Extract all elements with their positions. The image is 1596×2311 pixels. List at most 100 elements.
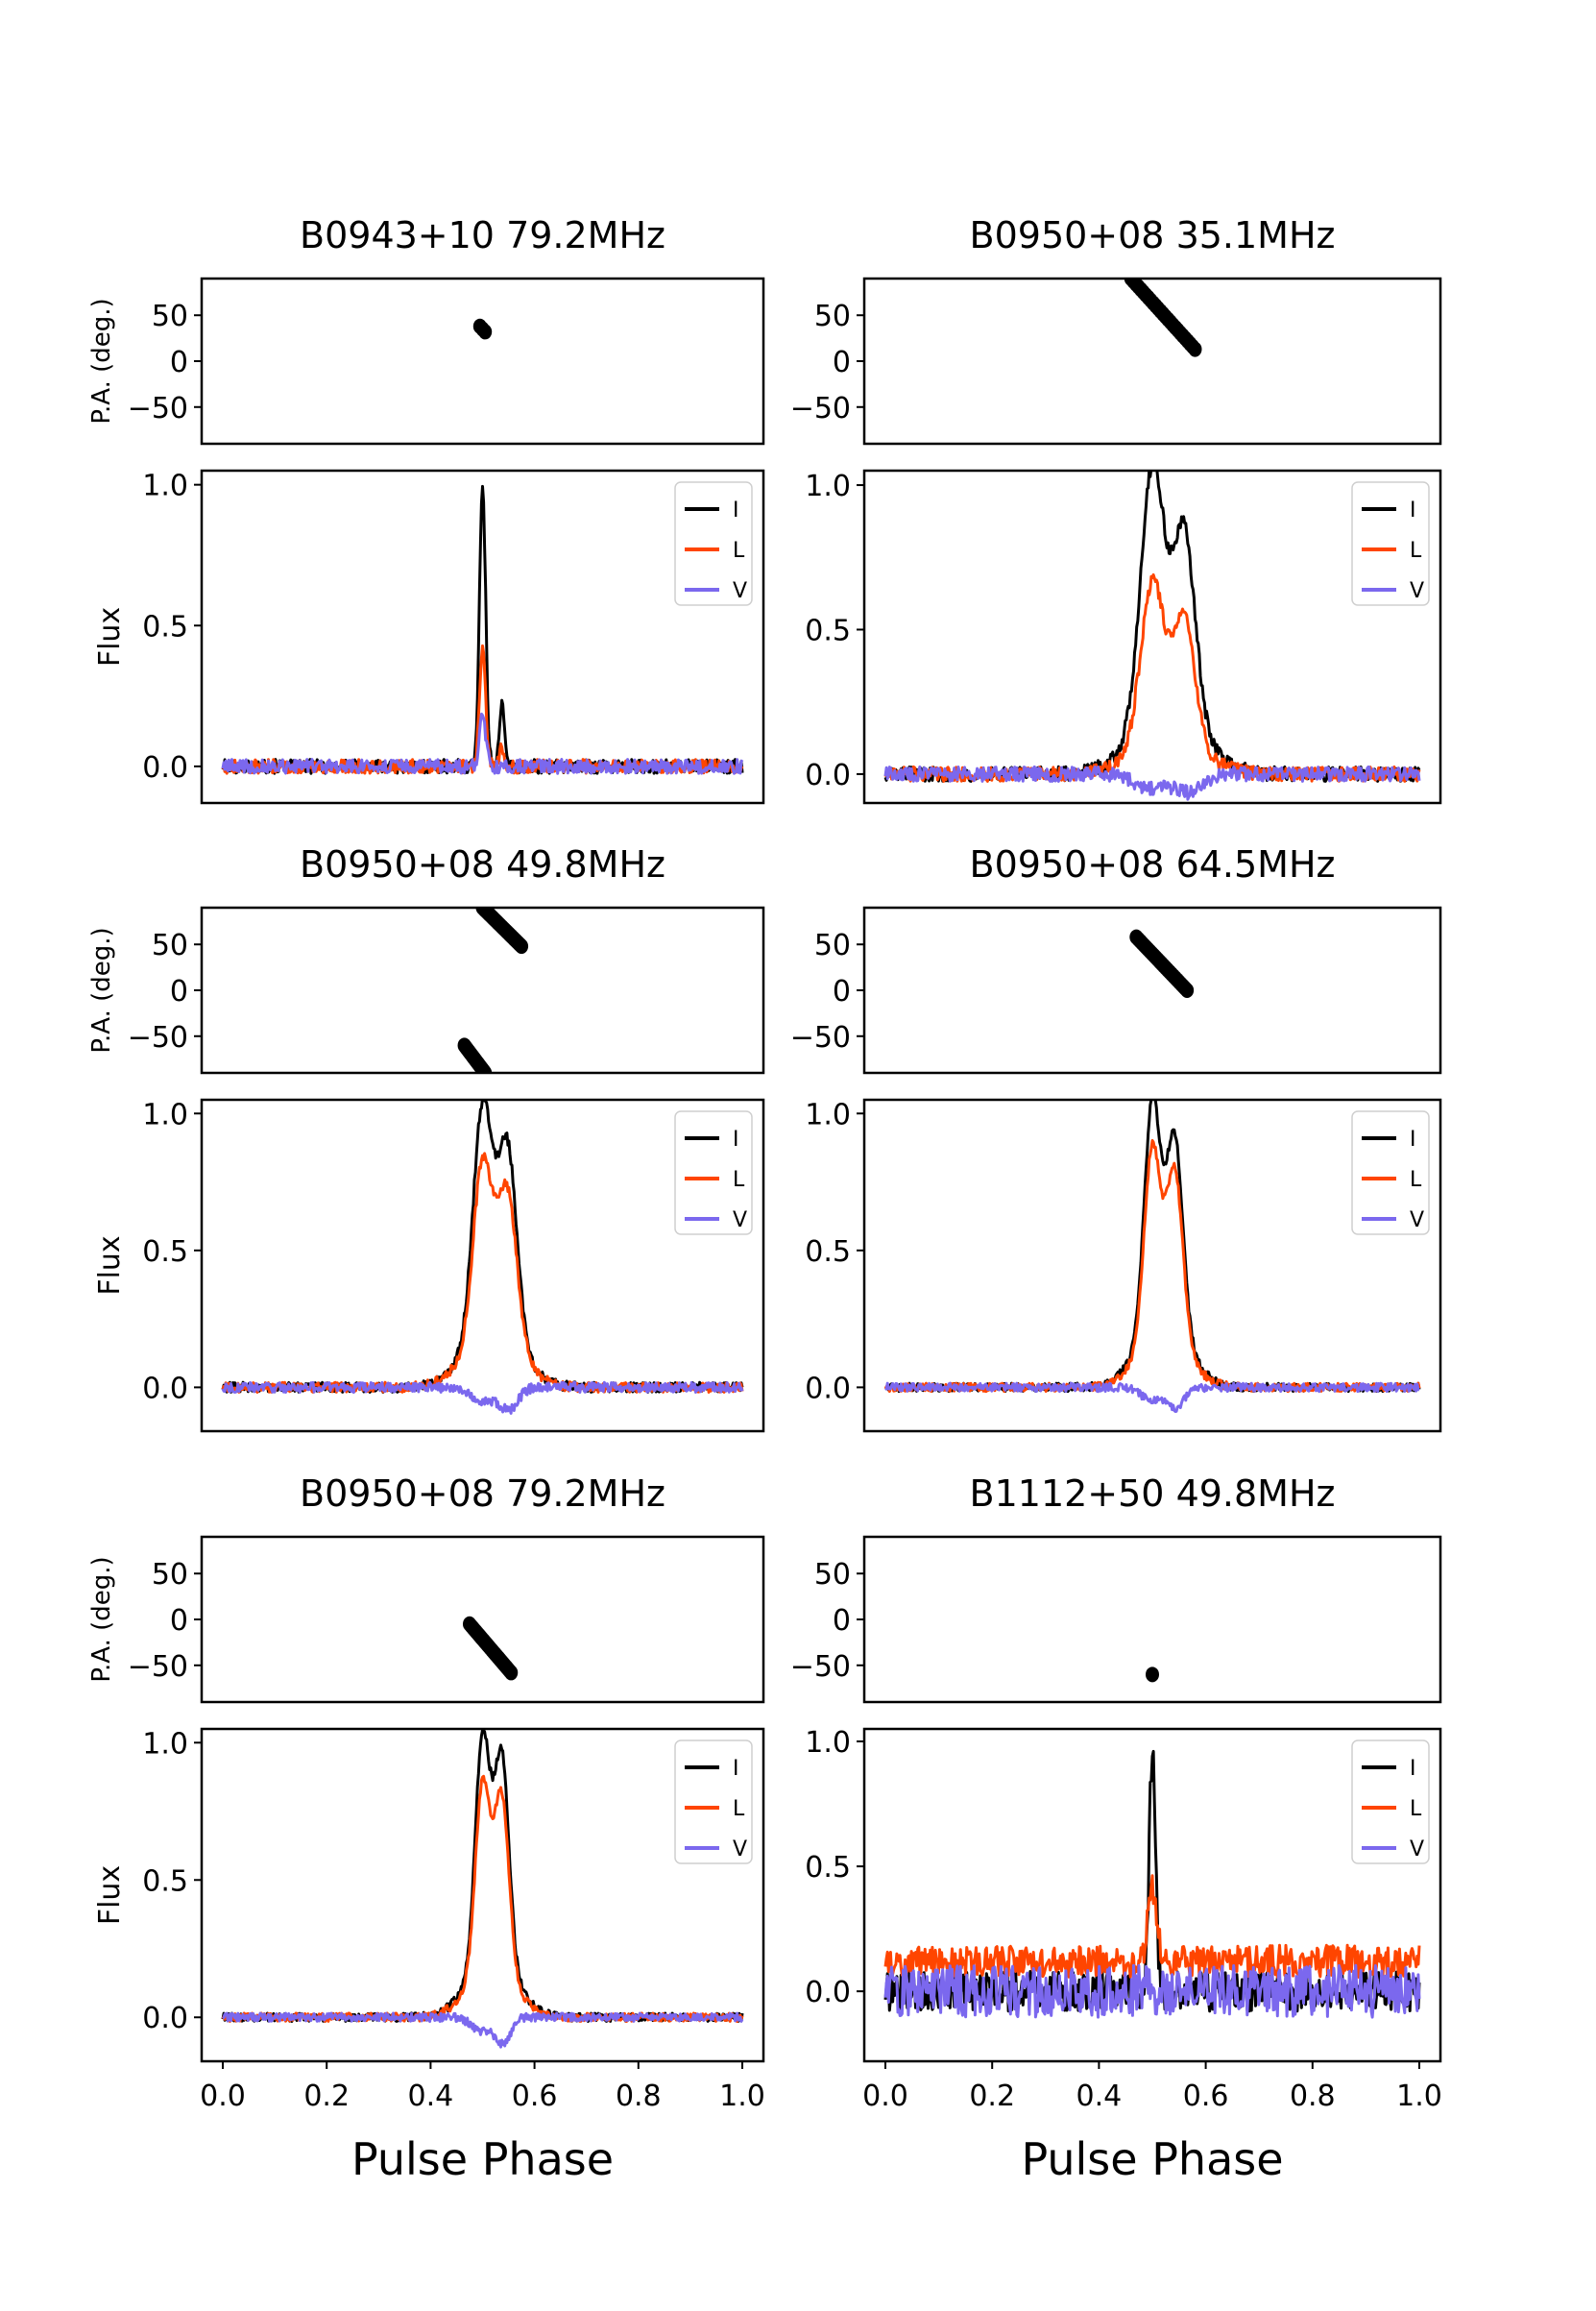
pa-ytick-label: −50 bbox=[128, 1650, 188, 1684]
legend-label-L: L bbox=[1410, 1168, 1422, 1192]
flux-frame bbox=[200, 1727, 765, 2063]
pa-ytick-label: 0 bbox=[170, 346, 188, 379]
flux-ytick-label: 0.0 bbox=[142, 1372, 188, 1405]
legend-label-V: V bbox=[1410, 579, 1424, 603]
xtick-label: 0.2 bbox=[969, 2080, 1015, 2113]
series-V bbox=[884, 1381, 1420, 1413]
xtick-label: 1.0 bbox=[719, 2080, 765, 2113]
legend: ILV bbox=[674, 1110, 753, 1235]
flux-ytick-label: 0.0 bbox=[142, 2002, 188, 2035]
flux-ytick-label: 1.0 bbox=[142, 1727, 188, 1761]
pa-data bbox=[1124, 279, 1202, 357]
pa-ytick-label: 0 bbox=[170, 1604, 188, 1638]
panel-4: B0950+08 64.5MHz 50 0 −50 1.0 0.5 0.0 ILV bbox=[790, 843, 1442, 1433]
panel-title: B0950+08 79.2MHz bbox=[300, 1472, 665, 1515]
legend: ILV bbox=[674, 1739, 753, 1864]
flux-ylabel: Flux bbox=[93, 1865, 127, 1925]
flux-ytick-label: 0.0 bbox=[142, 751, 188, 785]
series-I bbox=[221, 1100, 744, 1394]
legend-label-V: V bbox=[1410, 1208, 1424, 1232]
flux-ytick-label: 1.0 bbox=[142, 470, 188, 503]
legend-box bbox=[1351, 1739, 1430, 1864]
legend-label-V: V bbox=[1410, 1837, 1424, 1861]
series-V bbox=[222, 2011, 744, 2049]
panel-title: B1112+50 49.8MHz bbox=[970, 1472, 1336, 1515]
legend-label-L: L bbox=[733, 539, 745, 563]
series-I bbox=[221, 1729, 744, 2023]
xtick-label: 0.6 bbox=[512, 2080, 558, 2113]
flux-axes: 1.0 0.5 0.0 Flux ILV 0.0 0.2 0.4 0.6 0.8 1.0 Pulse … bbox=[93, 1727, 765, 2185]
legend: ILV bbox=[674, 481, 753, 606]
flux-frame bbox=[200, 1098, 765, 1433]
series-L bbox=[221, 1774, 744, 2023]
series-V bbox=[883, 765, 1421, 801]
panel-2: B0950+08 35.1MHz 50 0 −50 1.0 0.5 0.0 ILV bbox=[790, 214, 1442, 805]
series-L bbox=[221, 644, 744, 775]
flux-ylabel: Flux bbox=[93, 607, 127, 667]
xtick-label: 0.4 bbox=[408, 2080, 454, 2113]
pa-axes: 50 0 −50 P.A. (deg.) bbox=[87, 1535, 765, 1704]
flux-axes: 1.0 0.5 0.0 ILV 0.0 0.2 0.4 0.6 0.8 1.0 Pulse Phas… bbox=[805, 1726, 1442, 2185]
pa-data bbox=[1146, 1666, 1159, 1683]
pa-point bbox=[504, 1665, 519, 1681]
panel-title: B0950+08 49.8MHz bbox=[300, 843, 665, 886]
xtick-label: 1.0 bbox=[1396, 2080, 1442, 2113]
pa-ytick-label: 0 bbox=[170, 975, 188, 1009]
pa-point bbox=[478, 324, 493, 340]
xtick-label: 0.6 bbox=[1183, 2080, 1229, 2113]
legend: ILV bbox=[1351, 1110, 1430, 1235]
pa-data bbox=[462, 1616, 519, 1681]
legend: ILV bbox=[1351, 1739, 1430, 1864]
legend-label-I: I bbox=[1410, 499, 1416, 523]
flux-ytick-label: 0.5 bbox=[805, 1235, 851, 1269]
pa-point bbox=[1188, 341, 1202, 357]
legend-label-L: L bbox=[733, 1797, 745, 1821]
pa-data bbox=[472, 318, 493, 340]
flux-axes: 1.0 0.5 0.0 ILV bbox=[805, 1098, 1442, 1433]
pa-ytick-label: 50 bbox=[152, 1558, 188, 1592]
panel-title: B0950+08 35.1MHz bbox=[970, 214, 1336, 256]
pa-ytick-label: −50 bbox=[790, 392, 851, 426]
panel-title: B0943+10 79.2MHz bbox=[300, 214, 665, 256]
legend-label-V: V bbox=[733, 1208, 747, 1232]
flux-frame bbox=[862, 1727, 1442, 2063]
legend-box bbox=[674, 1739, 753, 1864]
pa-axes: 50 0 −50 bbox=[790, 906, 1442, 1075]
series-V bbox=[221, 1380, 744, 1415]
flux-ytick-label: 0.0 bbox=[805, 1976, 851, 2009]
legend-label-I: I bbox=[733, 499, 739, 523]
xtick-label: 0.0 bbox=[862, 2080, 908, 2113]
pa-frame bbox=[200, 277, 765, 446]
pa-ytick-label: −50 bbox=[128, 1021, 188, 1055]
panel-5: B0950+08 79.2MHz 50 0 −50 P.A. (deg.) 1.0 0.5 0… bbox=[87, 1472, 765, 2185]
pa-data bbox=[457, 908, 529, 1073]
pa-ytick-label: −50 bbox=[790, 1021, 851, 1055]
pa-point bbox=[478, 1065, 493, 1073]
pa-ylabel: P.A. (deg.) bbox=[87, 1556, 116, 1682]
xtick-label: 0.0 bbox=[200, 2080, 246, 2113]
flux-frame bbox=[862, 1098, 1442, 1433]
x-axis-label: Pulse Phase bbox=[351, 2133, 614, 2185]
flux-ytick-label: 0.5 bbox=[142, 610, 188, 644]
pa-ytick-label: −50 bbox=[128, 392, 188, 426]
pa-axes: 50 0 −50 bbox=[790, 277, 1442, 446]
panel-title: B0950+08 64.5MHz bbox=[970, 843, 1336, 886]
legend-label-L: L bbox=[733, 1168, 745, 1192]
flux-ytick-label: 1.0 bbox=[142, 1098, 188, 1131]
series-L bbox=[221, 1152, 744, 1394]
series-L bbox=[883, 1874, 1421, 1979]
pa-axes: 50 0 −50 bbox=[790, 1535, 1442, 1704]
pa-ytick-label: 50 bbox=[152, 929, 188, 962]
legend: ILV bbox=[1351, 481, 1430, 606]
panel-1: B0943+10 79.2MHz 50 0 −50 P.A. (deg.) 1.0 0.5 0… bbox=[87, 214, 765, 805]
legend-box bbox=[674, 481, 753, 606]
pa-point bbox=[515, 938, 529, 955]
pa-ytick-label: 0 bbox=[833, 1604, 851, 1638]
flux-axes: 1.0 0.5 0.0 Flux ILV bbox=[93, 1098, 765, 1433]
legend-box bbox=[1351, 1110, 1430, 1235]
flux-ylabel: Flux bbox=[93, 1235, 127, 1295]
flux-ytick-label: 0.0 bbox=[805, 1372, 851, 1405]
xtick-label: 0.2 bbox=[303, 2080, 350, 2113]
flux-ytick-label: 0.5 bbox=[805, 1851, 851, 1885]
